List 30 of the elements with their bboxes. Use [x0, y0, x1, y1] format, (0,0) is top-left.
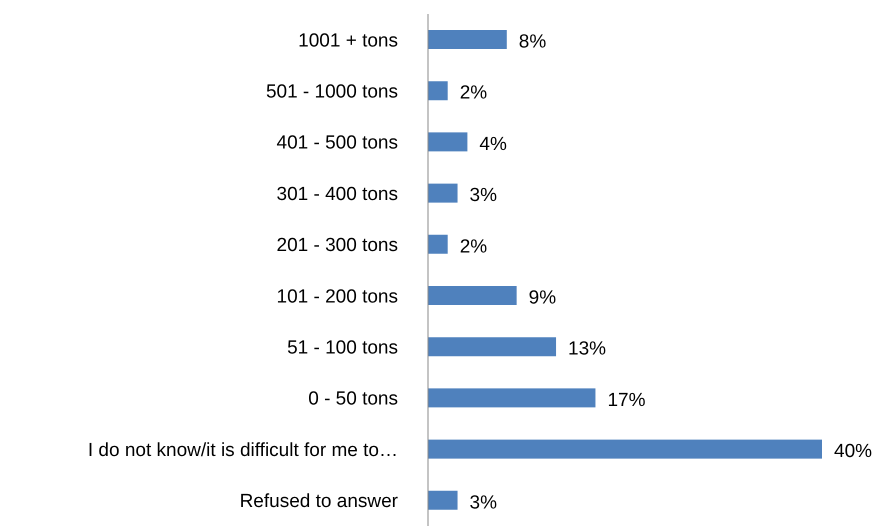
data-label: 2%	[460, 82, 488, 104]
y-tick-label: 501 - 1000 tons	[266, 82, 398, 103]
data-label: 8%	[518, 32, 546, 52]
bar	[428, 337, 556, 356]
data-label: 4%	[479, 134, 507, 155]
y-tick-label: I do not know/it is difficult for me to…	[88, 440, 398, 461]
y-tick-label: 101 - 200 tons	[276, 286, 398, 308]
data-label: 3%	[470, 492, 498, 514]
y-tick-label: Refused to answer	[240, 491, 399, 512]
bar	[428, 388, 596, 408]
bar	[428, 81, 448, 100]
y-tick-label: 51 - 100 tons	[287, 338, 398, 359]
data-label: 40%	[834, 441, 872, 462]
bar	[428, 490, 458, 510]
y-tick-label: 301 - 400 tons	[276, 184, 398, 205]
data-label: 2%	[460, 236, 488, 258]
bar	[428, 286, 517, 305]
data-label: 9%	[528, 288, 556, 308]
data-label: 3%	[470, 185, 498, 206]
bar	[428, 184, 458, 203]
bar	[428, 234, 448, 254]
y-tick-label: 201 - 300 tons	[276, 235, 398, 256]
y-tick-label: 401 - 500 tons	[276, 132, 398, 154]
bar	[428, 440, 822, 459]
y-tick-label: 0 - 50 tons	[308, 388, 398, 410]
bar	[428, 30, 507, 49]
y-tick-label: 1001 + tons	[298, 30, 398, 52]
data-label: 17%	[607, 390, 646, 411]
data-label: 13%	[568, 338, 606, 360]
bar	[428, 132, 468, 152]
